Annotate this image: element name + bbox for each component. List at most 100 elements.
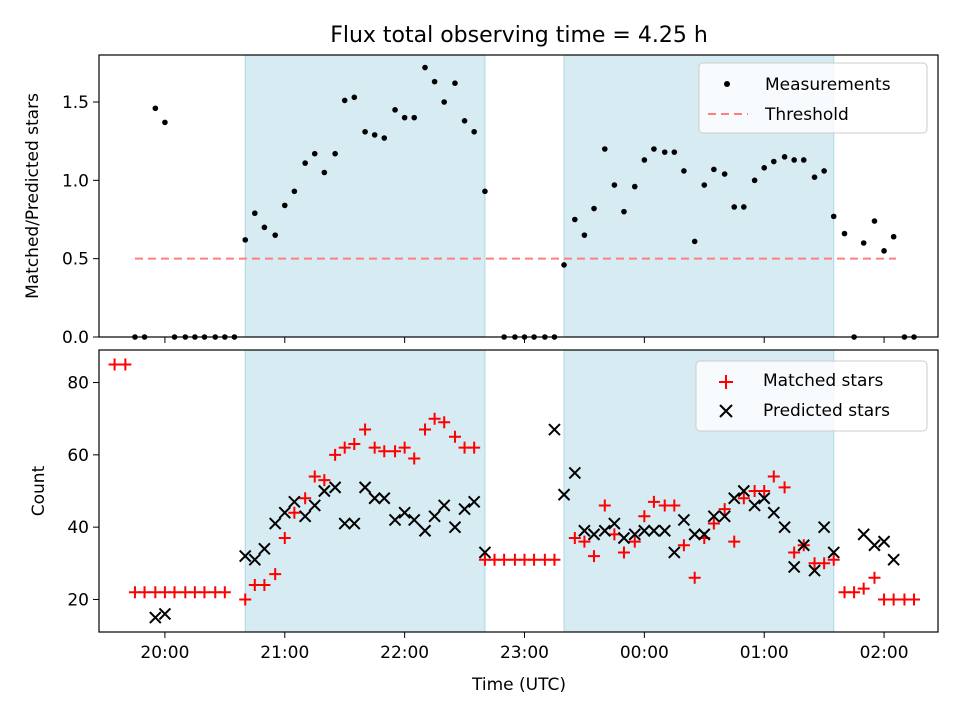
bottom-y-tick-label: 80 bbox=[67, 374, 89, 394]
measurements-point bbox=[671, 149, 678, 155]
predicted-stars-point bbox=[647, 524, 661, 537]
bottom-series-group bbox=[108, 358, 921, 624]
matched-stars-point bbox=[617, 546, 630, 559]
bottom-y-axis-label: Count bbox=[29, 465, 49, 516]
predicted-stars-point bbox=[578, 524, 591, 537]
matched-stars-point bbox=[258, 579, 271, 591]
matched-stars-point bbox=[598, 499, 611, 512]
measurements-point bbox=[242, 237, 249, 243]
predicted-stars-point bbox=[239, 549, 252, 563]
matched-stars-point bbox=[728, 535, 741, 548]
matched-stars-point bbox=[767, 470, 780, 483]
predicted-stars-point bbox=[587, 528, 601, 541]
top-legend-frame bbox=[698, 62, 928, 134]
matched-stars-point bbox=[818, 557, 831, 570]
predicted-stars-point bbox=[868, 539, 881, 552]
measurements-point bbox=[841, 230, 848, 237]
matched-stars-point bbox=[778, 481, 791, 494]
measurements-point bbox=[261, 224, 268, 231]
measurements-point bbox=[800, 157, 807, 163]
bottom-x-tick-label: 20:00 bbox=[140, 643, 189, 663]
measurements-point bbox=[341, 97, 348, 104]
predicted-stars-point bbox=[378, 492, 391, 505]
measurements-point bbox=[731, 204, 738, 210]
matched-stars-point bbox=[288, 506, 301, 519]
matched-stars-point bbox=[868, 571, 881, 584]
matched-stars-point bbox=[668, 499, 681, 512]
bottom-y-tick-label: 60 bbox=[67, 446, 89, 466]
measurements-point bbox=[621, 208, 627, 215]
measurements-point bbox=[401, 114, 408, 121]
predicted-stars-point bbox=[278, 506, 291, 519]
top-y-ticks: 0.0 0.5 1.0 1.5 bbox=[62, 93, 99, 348]
matched-stars-point bbox=[848, 586, 861, 599]
top-y-tick-label: 0.5 bbox=[62, 250, 89, 270]
measurements-point bbox=[890, 233, 897, 240]
matched-stars-point bbox=[239, 593, 252, 606]
top-y-tick-label: 0.0 bbox=[62, 328, 89, 348]
measurements-point bbox=[631, 183, 638, 190]
predicted-stars-point bbox=[268, 517, 282, 530]
bottom-x-ticks: 20:00 21:00 22:00 23:00 00:00 01:00 02:00 bbox=[140, 632, 909, 663]
matched-stars-point bbox=[718, 503, 731, 516]
predicted-stars-point bbox=[418, 524, 432, 537]
measurements-point bbox=[711, 166, 717, 173]
measurements-point bbox=[272, 232, 278, 238]
predicted-stars-point bbox=[338, 517, 351, 530]
matched-stars-point bbox=[348, 438, 361, 450]
predicted-stars-point bbox=[248, 553, 262, 566]
bottom-x-axis-label: Time (UTC) bbox=[471, 675, 566, 695]
measurements-point bbox=[681, 168, 687, 174]
matched-stars-point bbox=[218, 586, 231, 599]
measurements-point bbox=[581, 232, 588, 238]
measurements-point bbox=[641, 157, 648, 163]
bottom-x-tick-label: 01:00 bbox=[740, 643, 789, 663]
predicted-stars-point bbox=[158, 607, 172, 621]
bottom-y-tick-label: 40 bbox=[67, 518, 89, 538]
measurements-point bbox=[441, 99, 447, 105]
measurements-point bbox=[321, 169, 328, 176]
predicted-stars-point bbox=[748, 499, 761, 512]
measurements-point bbox=[152, 105, 159, 112]
matched-stars-point bbox=[318, 474, 331, 487]
measurements-point bbox=[821, 168, 827, 174]
predicted-stars-point bbox=[298, 510, 312, 523]
matched-stars-point bbox=[647, 495, 660, 508]
bottom-legend-frame bbox=[695, 360, 928, 432]
matched-stars-point bbox=[408, 452, 421, 465]
top-shaded-interval-1 bbox=[244, 54, 486, 338]
matched-stars-point bbox=[908, 593, 921, 606]
matched-stars-point bbox=[548, 553, 561, 566]
matched-stars-point bbox=[419, 423, 432, 436]
top-legend: Measurements Threshold bbox=[698, 62, 928, 134]
predicted-stars-point bbox=[737, 484, 751, 498]
matched-stars-point bbox=[788, 546, 801, 559]
measurements-point bbox=[411, 114, 418, 121]
predicted-stars-point bbox=[808, 564, 821, 577]
measurements-point bbox=[601, 146, 608, 152]
measurements-point bbox=[482, 188, 488, 195]
matched-stars-point bbox=[329, 448, 342, 461]
bottom-x-tick-label: 21:00 bbox=[260, 643, 309, 663]
measurements-point bbox=[811, 174, 818, 180]
matched-stars-point bbox=[578, 535, 591, 548]
matched-stars-point bbox=[138, 586, 151, 599]
top-y-tick-label: 1.5 bbox=[62, 93, 89, 113]
predicted-stars-point bbox=[857, 528, 870, 541]
bottom-axes-frame bbox=[98, 349, 939, 633]
legend-predicted-label: Predicted stars bbox=[763, 401, 890, 421]
measurements-point bbox=[751, 177, 758, 184]
predicted-stars-point bbox=[658, 524, 671, 537]
matched-stars-point bbox=[498, 553, 511, 566]
measurements-point bbox=[381, 135, 388, 141]
predicted-stars-point bbox=[797, 539, 810, 552]
matched-stars-point bbox=[857, 582, 870, 595]
top-axes-frame bbox=[98, 54, 939, 338]
measurements-point bbox=[351, 94, 358, 101]
matched-stars-point bbox=[438, 416, 451, 429]
predicted-stars-point bbox=[398, 506, 411, 519]
measurements-point bbox=[661, 149, 668, 155]
figure-title: Flux total observing time = 4.25 h bbox=[330, 23, 708, 48]
measurements-point bbox=[471, 128, 477, 135]
matched-stars-point bbox=[608, 528, 621, 541]
